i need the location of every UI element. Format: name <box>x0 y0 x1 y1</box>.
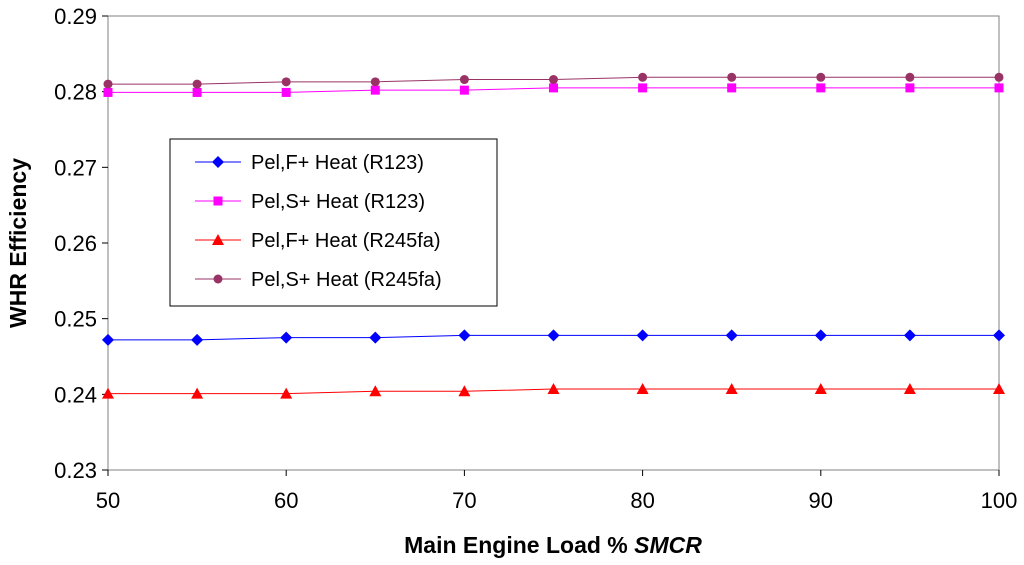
data-point <box>903 383 916 395</box>
data-point <box>816 72 826 82</box>
x-tick-label: 50 <box>96 488 120 513</box>
data-point <box>814 383 827 395</box>
legend-marker <box>213 274 223 284</box>
x-tick-label: 70 <box>452 488 476 513</box>
x-axis-title: Main Engine Load % SMCR <box>404 532 702 558</box>
data-point <box>192 79 202 89</box>
data-point <box>903 329 916 342</box>
x-tick-label: 80 <box>630 488 654 513</box>
data-point <box>636 329 649 342</box>
x-axis-title-main: Main Engine Load % <box>404 532 628 558</box>
data-point <box>281 87 291 97</box>
legend-label: Pel,F+ Heat (R245fa) <box>251 230 441 252</box>
legend-item: Pel,F+ Heat (R245fa) <box>195 230 441 252</box>
data-point <box>636 383 649 395</box>
data-point <box>994 72 1004 82</box>
x-tick-label: 100 <box>981 488 1018 513</box>
y-tick-label: 0.28 <box>54 80 97 105</box>
data-point <box>725 329 738 342</box>
legend-item: Pel,F+ Heat (R123) <box>195 152 424 174</box>
data-point <box>725 383 738 395</box>
data-point <box>191 387 204 399</box>
data-point <box>458 329 471 342</box>
data-point <box>369 331 382 344</box>
data-point <box>103 87 113 97</box>
legend: Pel,F+ Heat (R123) Pel,S+ Heat (R123) Pel,… <box>169 138 498 307</box>
legend-marker <box>212 234 224 245</box>
y-tick-label: 0.29 <box>54 4 97 29</box>
data-point <box>547 383 560 395</box>
legend-items: Pel,F+ Heat (R123) Pel,S+ Heat (R123) Pel,… <box>195 152 442 291</box>
data-point <box>459 85 469 95</box>
data-point <box>905 72 915 82</box>
legend-box <box>169 138 498 307</box>
data-point <box>638 83 648 93</box>
data-point <box>102 333 114 346</box>
y-tick-label: 0.25 <box>54 307 97 332</box>
data-point <box>192 87 202 97</box>
data-point <box>993 383 1005 395</box>
data-point <box>816 83 826 93</box>
data-point <box>280 387 293 399</box>
data-point <box>993 329 1005 342</box>
series-3 <box>102 383 1005 399</box>
y-tick-label: 0.23 <box>54 458 97 483</box>
series-1 <box>102 329 1005 346</box>
series-4 <box>103 72 1004 89</box>
x-axis-title-italic: SMCR <box>634 532 702 558</box>
legend-marker <box>212 156 224 168</box>
data-point <box>459 75 469 85</box>
data-point <box>370 85 380 95</box>
data-point <box>994 83 1004 93</box>
y-axis-title: WHR Efficiency <box>5 158 31 328</box>
legend-item: Pel,S+ Heat (R245fa) <box>195 269 442 291</box>
data-point <box>549 75 558 85</box>
data-point <box>727 83 737 93</box>
x-tick-label: 60 <box>274 488 298 513</box>
y-tick-label: 0.24 <box>54 382 97 407</box>
x-axis-ticks: 50 60 70 80 90 100 <box>96 470 1018 513</box>
data-point <box>638 72 648 82</box>
data-point <box>369 385 382 397</box>
data-point <box>814 329 827 342</box>
series-layer <box>102 72 1005 399</box>
data-point <box>458 385 471 397</box>
legend-label: Pel,S+ Heat (R123) <box>251 191 425 213</box>
data-point <box>280 331 293 344</box>
data-point <box>370 77 380 87</box>
data-point <box>191 333 204 346</box>
legend-item: Pel,S+ Heat (R123) <box>195 191 425 213</box>
data-point <box>905 83 915 93</box>
legend-label: Pel,F+ Heat (R123) <box>251 152 424 174</box>
data-point <box>727 72 737 82</box>
data-point <box>102 387 114 399</box>
x-tick-label: 90 <box>809 488 833 513</box>
legend-label: Pel,S+ Heat (R245fa) <box>251 269 442 291</box>
y-tick-label: 0.26 <box>54 231 97 256</box>
y-tick-label: 0.27 <box>54 155 97 180</box>
legend-marker <box>213 196 223 206</box>
data-point <box>103 79 113 89</box>
data-point <box>547 329 560 342</box>
y-axis-ticks: 0.23 0.24 0.25 0.26 0.27 0.28 0.29 <box>54 4 108 483</box>
data-point <box>281 77 291 87</box>
data-point <box>549 83 558 93</box>
series-2 <box>103 83 1004 97</box>
